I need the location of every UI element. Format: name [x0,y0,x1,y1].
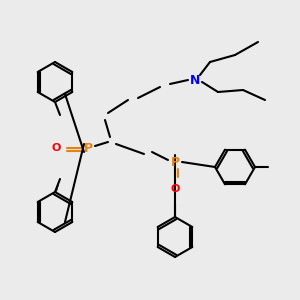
Text: P: P [83,142,93,154]
Text: P: P [170,155,180,169]
Text: O: O [170,184,180,194]
Text: O: O [52,143,61,153]
Text: N: N [190,74,200,86]
Text: /: / [56,184,58,194]
